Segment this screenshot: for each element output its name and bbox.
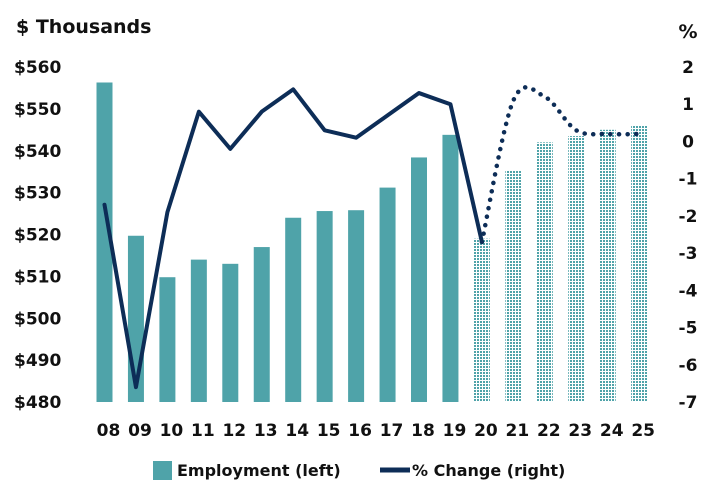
x-tick-label: 16 — [348, 421, 372, 441]
right-tick-label: 0 — [682, 132, 694, 152]
x-tick-label: 13 — [254, 421, 278, 441]
x-tick-label: 11 — [191, 421, 215, 441]
pct-change-line — [102, 85, 642, 390]
right-tick-label: -7 — [679, 393, 698, 413]
left-tick-label: $520 — [14, 226, 61, 246]
employment-bar — [253, 247, 270, 402]
right-tick-label: -4 — [679, 281, 698, 301]
employment-bar-forecast — [473, 238, 490, 402]
employment-bar-forecast — [568, 136, 585, 402]
left-tick-label: $480 — [14, 393, 61, 413]
x-tick-label: 25 — [631, 421, 655, 441]
left-axis-title: $ Thousands — [16, 16, 151, 38]
right-tick-label: -2 — [679, 207, 698, 227]
employment-bars — [96, 82, 648, 403]
left-tick-label: $540 — [14, 142, 61, 162]
employment-bar-forecast — [505, 170, 522, 402]
x-tick-label: 18 — [411, 421, 435, 441]
left-tick-label: $550 — [14, 100, 61, 120]
legend: Employment (left) % Change (right) — [153, 461, 565, 480]
employment-bar — [442, 134, 459, 402]
right-tick-label: -3 — [679, 244, 698, 264]
x-tick-label: 20 — [474, 421, 498, 441]
employment-bar — [348, 210, 365, 402]
employment-bar — [379, 187, 396, 402]
x-tick-label: 14 — [285, 421, 309, 441]
employment-bar-forecast — [536, 142, 553, 402]
left-tick-label: $500 — [14, 309, 61, 329]
legend-employment-label: Employment (left) — [177, 461, 341, 480]
employment-bar — [159, 277, 176, 402]
x-tick-label: 12 — [222, 421, 246, 441]
right-tick-label: 2 — [682, 58, 694, 78]
legend-employment-swatch — [153, 461, 172, 480]
pct-change-line-forecast — [479, 85, 642, 245]
right-axis-title: % — [678, 21, 697, 43]
x-axis-ticks: 08 09 10 11 12 13 14 15 16 17 18 19 20 21 22 23 24 25 — [97, 421, 655, 441]
employment-bar — [190, 259, 207, 402]
employment-bar — [222, 263, 239, 402]
x-tick-label: 09 — [128, 421, 152, 441]
x-tick-label: 22 — [537, 421, 561, 441]
right-tick-label: -1 — [679, 170, 698, 190]
employment-bar — [285, 217, 302, 402]
x-tick-label: 23 — [568, 421, 592, 441]
legend-change-label: % Change (right) — [412, 461, 565, 480]
right-tick-label: -5 — [679, 319, 698, 339]
left-tick-label: $510 — [14, 267, 61, 287]
employment-bar — [96, 82, 113, 403]
left-tick-label: $530 — [14, 184, 61, 204]
left-tick-label: $560 — [14, 58, 61, 78]
x-tick-label: 24 — [600, 421, 624, 441]
left-tick-label: $490 — [14, 351, 61, 371]
right-axis-ticks: -7 -6 -5 -4 -3 -2 -1 0 1 2 — [679, 58, 698, 413]
employment-bar-forecast — [599, 129, 616, 402]
employment-bar — [411, 157, 427, 402]
x-tick-label: 15 — [317, 421, 341, 441]
pct-change-line-actual — [102, 87, 484, 390]
employment-bar-forecast — [631, 125, 648, 402]
employment-bar — [316, 211, 333, 402]
x-tick-label: 21 — [506, 421, 530, 441]
x-tick-label: 08 — [97, 421, 121, 441]
right-tick-label: -6 — [679, 356, 698, 376]
x-tick-label: 17 — [380, 421, 404, 441]
x-tick-label: 19 — [443, 421, 467, 441]
left-axis-ticks: $480 $490 $500 $510 $520 $530 $540 $550 $560 — [14, 58, 61, 413]
x-tick-label: 10 — [160, 421, 184, 441]
right-tick-label: 1 — [682, 95, 694, 115]
